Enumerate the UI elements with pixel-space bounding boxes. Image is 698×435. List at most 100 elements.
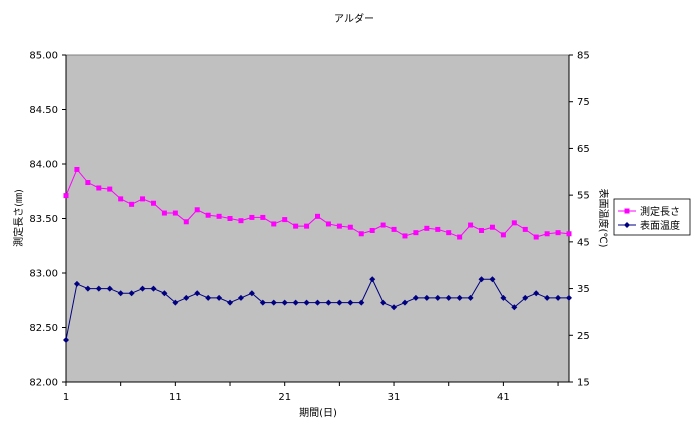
series-point-length [129,201,135,207]
series-point-temp [511,304,518,311]
series-point-length [260,214,266,220]
series-point-temp [128,290,135,297]
series-point-temp [445,294,452,301]
left-tick-label: 85.00 [29,51,58,62]
right-y-axis: 15 25 35 45 55 65 75 85 [568,51,590,389]
series-point-length [424,225,430,231]
left-tick-label: 82.00 [29,378,58,389]
series-point-length [107,186,113,192]
series-point-length [315,213,320,219]
left-tick-label: 83.50 [29,214,58,225]
series-point-temp [467,294,474,301]
series-point-length [566,231,572,237]
series-point-temp [194,290,201,297]
series-point-length [555,230,561,236]
right-tick-label: 45 [577,237,590,248]
series-point-temp [172,299,179,306]
series-point-temp [401,299,408,306]
legend-box [613,198,691,236]
series-point-temp [434,294,441,301]
series-point-length [468,222,474,228]
series-point-length [533,234,539,240]
series-point-temp [161,290,168,297]
series-point-temp [84,285,91,292]
series-point-length [96,185,102,191]
series-point-length [435,226,441,232]
series-point-temp [347,299,354,306]
series-point-length [194,207,200,213]
series-point-length [172,210,178,216]
series-point-length [216,213,222,219]
right-tick-label: 55 [577,191,590,202]
series-point-length [369,227,375,233]
series-point-temp [412,294,419,301]
legend-marker-temp [624,222,630,228]
series-point-length [479,227,485,233]
series-point-temp [95,285,102,292]
series-point-length [271,221,277,227]
series-point-length [183,219,189,225]
right-tick-label: 85 [577,51,590,62]
series-point-length [74,166,80,172]
series-point-temp [555,294,562,301]
series-point-length [325,221,331,227]
series-point-temp [117,290,124,297]
left-tick-label: 84.00 [29,160,58,171]
series-point-length [457,234,463,240]
right-tick-label: 15 [577,378,590,389]
x-tick-label: 41 [497,392,510,403]
series-point-length [150,200,156,206]
series-layer [63,166,572,343]
series-point-length [140,196,146,202]
series-point-temp [369,276,376,283]
series-point-temp [489,276,496,283]
series-point-temp [63,336,69,343]
series-point-length [358,231,364,237]
series-point-temp [500,294,507,301]
series-point-length [85,180,91,186]
legend-marker-length [624,208,630,214]
series-point-temp [325,299,332,306]
series-point-length [227,216,233,221]
x-axis: 1 11 21 31 41 [63,381,569,403]
series-point-temp [259,299,266,306]
series-point-length [380,222,386,228]
right-tick-label: 25 [577,331,590,342]
series-point-length [446,230,452,236]
legend-label-temp: 表面温度 [640,219,680,232]
series-point-temp [73,280,80,287]
series-point-temp [303,299,310,306]
series-point-length [63,193,69,199]
series-point-temp [139,285,146,292]
series-point-length [489,224,495,230]
series-point-temp [150,285,157,292]
left-tick-label: 83.00 [29,269,58,280]
left-y-axis: 82.00 82.50 83.00 83.50 84.00 84.50 85.00 [29,51,67,389]
chart-title: アルダー [334,12,374,25]
x-tick-label: 11 [169,392,182,403]
series-point-length [238,218,244,224]
legend-label-length: 測定長さ [640,205,680,218]
series-point-temp [314,299,321,306]
left-tick-label: 84.50 [29,105,58,116]
series-point-temp [358,299,365,306]
right-tick-label: 35 [577,284,590,295]
series-point-temp [522,294,529,301]
series-point-temp [106,285,113,292]
series-point-length [511,220,517,226]
series-point-length [402,233,408,239]
series-point-temp [566,294,572,301]
series-point-length [391,226,397,232]
series-point-temp [380,299,387,306]
x-tick-label: 1 [63,392,69,403]
series-point-temp [270,299,277,306]
series-point-temp [227,299,234,306]
series-point-temp [205,294,212,301]
right-tick-label: 65 [577,144,590,155]
series-point-temp [281,299,288,306]
series-point-length [118,196,124,202]
series-point-temp [478,276,485,283]
series-point-temp [456,294,463,301]
series-point-length [413,230,419,236]
